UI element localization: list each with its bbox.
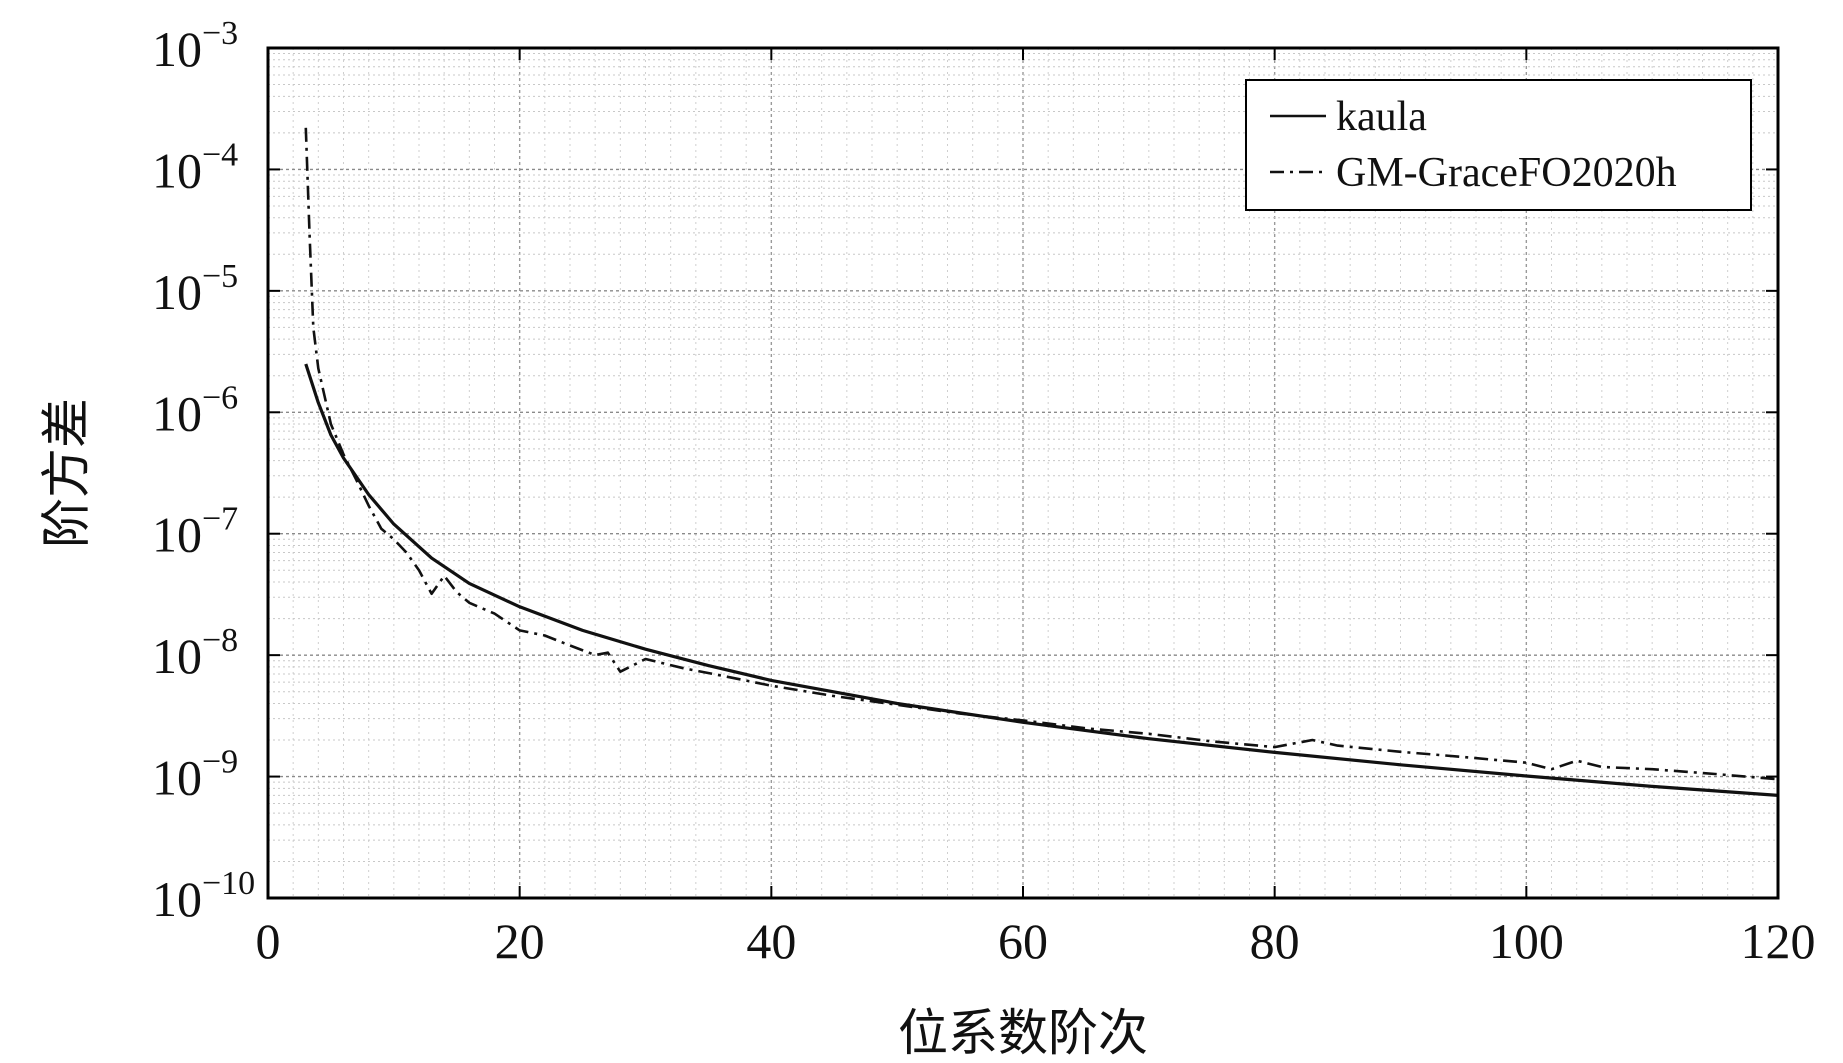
x-tick-label: 100 (1489, 913, 1564, 969)
y-tick-label: 10−9 (152, 744, 238, 806)
y-tick-label: 10−7 (152, 501, 238, 563)
x-tick-label: 80 (1250, 913, 1300, 969)
x-tick-labels: 0 20 40 60 80 100 120 (256, 913, 1816, 969)
x-tick-label: 40 (746, 913, 796, 969)
y-tick-label: 10−10 (152, 865, 255, 927)
legend: kaula GM-GraceFO2020h (1245, 79, 1752, 211)
y-axis-label: 阶方差 (38, 398, 96, 548)
series-lines (304, 127, 1779, 797)
x-tick-label: 60 (998, 913, 1048, 969)
legend-box (1245, 79, 1752, 211)
legend-label-gm-gracefo2020h: GM-GraceFO2020h (1336, 150, 1677, 196)
y-tick-label: 10−6 (152, 379, 238, 441)
y-tick-label: 10−3 (152, 15, 238, 77)
y-tick-label: 10−4 (152, 136, 238, 198)
x-tick-label: 0 (256, 913, 281, 969)
y-tick-label: 10−5 (152, 258, 238, 320)
series-line-gm-gracefo2020h (304, 127, 1779, 781)
x-axis-label: 位系数阶次 (898, 1004, 1148, 1062)
y-tick-label: 10−8 (152, 622, 238, 684)
tick-marks (267, 47, 1779, 899)
series-line-kaula (304, 363, 1779, 797)
y-tick-labels: 10−3 10−4 10−5 10−6 10−7 10−8 10−9 10−10 (152, 15, 255, 927)
legend-label-kaula: kaula (1336, 94, 1427, 140)
x-tick-label: 20 (495, 913, 545, 969)
x-tick-label: 120 (1741, 913, 1816, 969)
